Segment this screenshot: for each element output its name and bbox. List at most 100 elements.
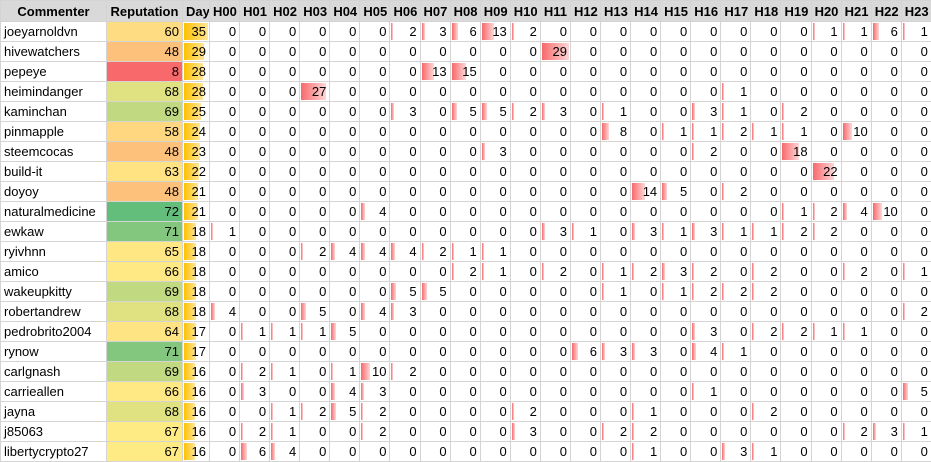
- hour-cell-h19[interactable]: 0: [781, 162, 811, 182]
- day-count-cell[interactable]: 18: [183, 262, 210, 282]
- hour-cell-h20[interactable]: 2: [811, 222, 841, 242]
- day-count-cell[interactable]: 29: [183, 42, 210, 62]
- hour-cell-h06[interactable]: 3: [390, 102, 420, 122]
- hour-cell-h00[interactable]: 0: [210, 422, 240, 442]
- hour-cell-h01[interactable]: 0: [240, 222, 270, 242]
- hour-cell-h14[interactable]: 0: [631, 82, 661, 102]
- hour-cell-h06[interactable]: 0: [390, 322, 420, 342]
- hour-cell-h05[interactable]: 0: [360, 222, 390, 242]
- hour-cell-h12[interactable]: 0: [570, 282, 600, 302]
- hour-cell-h17[interactable]: 0: [721, 262, 751, 282]
- hour-cell-h06[interactable]: 3: [390, 302, 420, 322]
- hour-cell-h21[interactable]: 1: [841, 322, 871, 342]
- hour-cell-h12[interactable]: 0: [570, 82, 600, 102]
- hour-cell-h09[interactable]: 1: [480, 262, 510, 282]
- column-header-h04[interactable]: H04: [330, 1, 360, 22]
- hour-cell-h08[interactable]: 0: [450, 122, 480, 142]
- hour-cell-h16[interactable]: 0: [691, 402, 721, 422]
- hour-cell-h02[interactable]: 0: [270, 302, 300, 322]
- hour-cell-h06[interactable]: 0: [390, 402, 420, 422]
- hour-cell-h17[interactable]: 0: [721, 362, 751, 382]
- hour-cell-h12[interactable]: 0: [570, 202, 600, 222]
- hour-cell-h08[interactable]: 0: [450, 82, 480, 102]
- hour-cell-h20[interactable]: 0: [811, 282, 841, 302]
- hour-cell-h01[interactable]: 0: [240, 82, 270, 102]
- hour-cell-h17[interactable]: 3: [721, 442, 751, 462]
- hour-cell-h12[interactable]: 0: [570, 62, 600, 82]
- hour-cell-h04[interactable]: 4: [330, 382, 360, 402]
- hour-cell-h22[interactable]: 0: [871, 262, 901, 282]
- hour-cell-h04[interactable]: 0: [330, 302, 360, 322]
- hour-cell-h13[interactable]: 0: [601, 302, 631, 322]
- commenter-name-cell[interactable]: pepeye: [1, 62, 107, 82]
- hour-cell-h04[interactable]: 0: [330, 202, 360, 222]
- hour-cell-h00[interactable]: 0: [210, 82, 240, 102]
- hour-cell-h19[interactable]: 0: [781, 182, 811, 202]
- hour-cell-h10[interactable]: 0: [510, 182, 540, 202]
- hour-cell-h06[interactable]: 0: [390, 182, 420, 202]
- hour-cell-h15[interactable]: 0: [661, 82, 691, 102]
- hour-cell-h00[interactable]: 0: [210, 342, 240, 362]
- day-count-cell[interactable]: 18: [183, 222, 210, 242]
- hour-cell-h04[interactable]: 0: [330, 82, 360, 102]
- hour-cell-h23[interactable]: 0: [901, 402, 931, 422]
- hour-cell-h01[interactable]: 0: [240, 202, 270, 222]
- hour-cell-h20[interactable]: 0: [811, 62, 841, 82]
- hour-cell-h23[interactable]: 0: [901, 222, 931, 242]
- hour-cell-h05[interactable]: 0: [360, 82, 390, 102]
- hour-cell-h11[interactable]: 0: [540, 422, 570, 442]
- hour-cell-h00[interactable]: 0: [210, 142, 240, 162]
- hour-cell-h19[interactable]: 1: [781, 202, 811, 222]
- hour-cell-h10[interactable]: 0: [510, 262, 540, 282]
- hour-cell-h22[interactable]: 0: [871, 142, 901, 162]
- hour-cell-h11[interactable]: 0: [540, 442, 570, 462]
- hour-cell-h21[interactable]: 0: [841, 182, 871, 202]
- hour-cell-h22[interactable]: 0: [871, 162, 901, 182]
- commenter-name-cell[interactable]: steemcocas: [1, 142, 107, 162]
- hour-cell-h13[interactable]: 0: [601, 42, 631, 62]
- hour-cell-h18[interactable]: 0: [751, 82, 781, 102]
- commenter-name-cell[interactable]: jayna: [1, 402, 107, 422]
- hour-cell-h19[interactable]: 0: [781, 22, 811, 42]
- hour-cell-h19[interactable]: 0: [781, 362, 811, 382]
- hour-cell-h20[interactable]: 0: [811, 442, 841, 462]
- column-header-h09[interactable]: H09: [480, 1, 510, 22]
- hour-cell-h16[interactable]: 2: [691, 262, 721, 282]
- hour-cell-h12[interactable]: 0: [570, 142, 600, 162]
- hour-cell-h10[interactable]: 0: [510, 82, 540, 102]
- hour-cell-h05[interactable]: 0: [360, 122, 390, 142]
- hour-cell-h12[interactable]: 6: [570, 342, 600, 362]
- hour-cell-h18[interactable]: 0: [751, 102, 781, 122]
- reputation-cell[interactable]: 69: [107, 282, 183, 302]
- commenter-name-cell[interactable]: carlgnash: [1, 362, 107, 382]
- hour-cell-h04[interactable]: 0: [330, 342, 360, 362]
- hour-cell-h23[interactable]: 0: [901, 122, 931, 142]
- hour-cell-h00[interactable]: 1: [210, 222, 240, 242]
- hour-cell-h03[interactable]: 0: [300, 142, 330, 162]
- hour-cell-h11[interactable]: 0: [540, 82, 570, 102]
- hour-cell-h08[interactable]: 0: [450, 222, 480, 242]
- commenter-name-cell[interactable]: pedrobrito2004: [1, 322, 107, 342]
- hour-cell-h18[interactable]: 0: [751, 182, 781, 202]
- hour-cell-h00[interactable]: 4: [210, 302, 240, 322]
- reputation-cell[interactable]: 71: [107, 222, 183, 242]
- hour-cell-h10[interactable]: 0: [510, 342, 540, 362]
- hour-cell-h13[interactable]: 1: [601, 102, 631, 122]
- hour-cell-h19[interactable]: 0: [781, 302, 811, 322]
- hour-cell-h19[interactable]: 0: [781, 442, 811, 462]
- hour-cell-h03[interactable]: 0: [300, 42, 330, 62]
- hour-cell-h15[interactable]: 0: [661, 382, 691, 402]
- hour-cell-h16[interactable]: 2: [691, 142, 721, 162]
- hour-cell-h02[interactable]: 0: [270, 22, 300, 42]
- hour-cell-h03[interactable]: 5: [300, 302, 330, 322]
- hour-cell-h05[interactable]: 3: [360, 382, 390, 402]
- hour-cell-h02[interactable]: 0: [270, 62, 300, 82]
- column-header-h15[interactable]: H15: [661, 1, 691, 22]
- hour-cell-h12[interactable]: 0: [570, 42, 600, 62]
- hour-cell-h18[interactable]: 0: [751, 422, 781, 442]
- hour-cell-h10[interactable]: 0: [510, 282, 540, 302]
- day-count-cell[interactable]: 16: [183, 442, 210, 462]
- hour-cell-h05[interactable]: 0: [360, 342, 390, 362]
- hour-cell-h01[interactable]: 0: [240, 262, 270, 282]
- hour-cell-h01[interactable]: 0: [240, 282, 270, 302]
